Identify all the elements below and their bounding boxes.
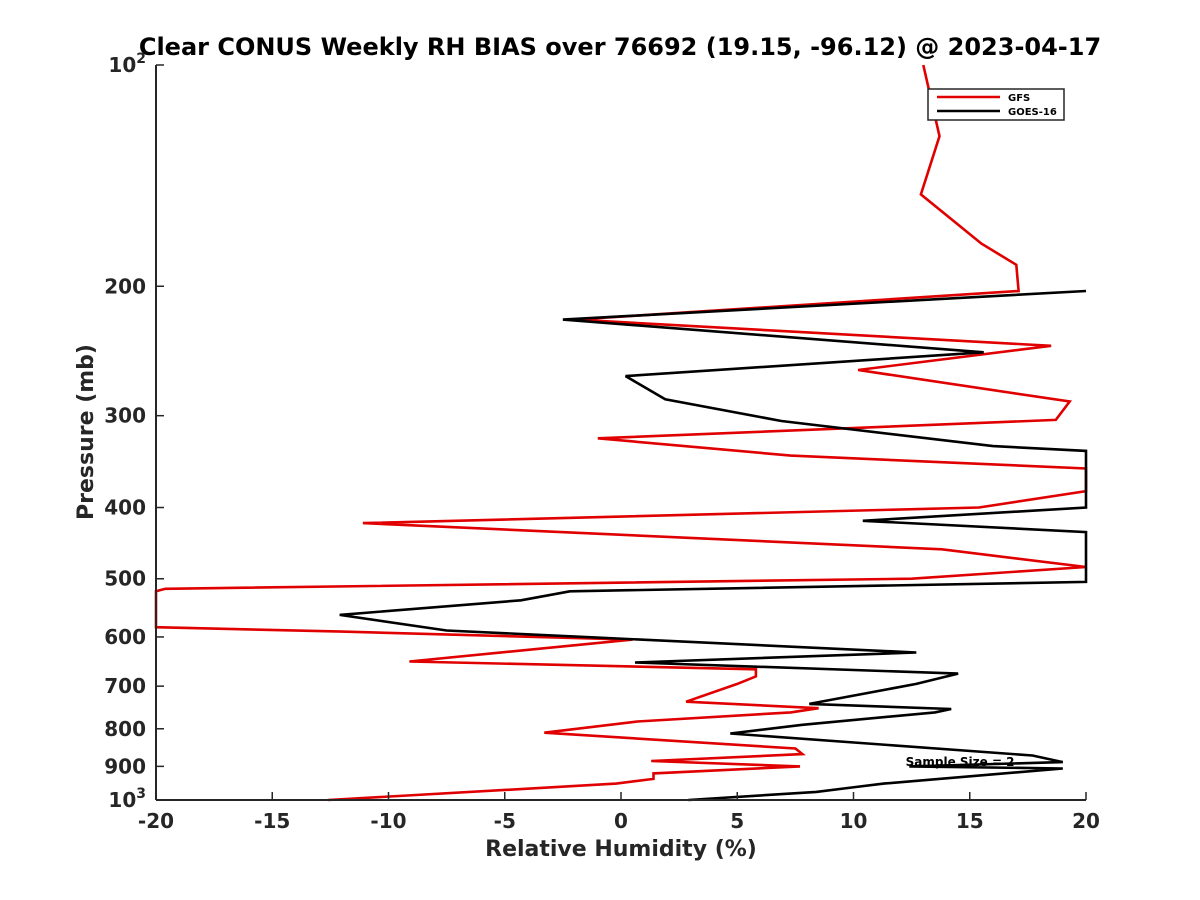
y-tick-label: 500 (104, 567, 146, 591)
sample-size-annotation: Sample Size = 2 (906, 755, 1015, 769)
legend-label: GFS (1008, 93, 1030, 104)
y-tick-label: 700 (104, 674, 146, 698)
x-tick-label: 20 (1072, 809, 1100, 833)
y-tick-label: 300 (104, 404, 146, 428)
y-axis-title: Pressure (mb) (74, 344, 99, 520)
x-tick-label: 10 (840, 809, 868, 833)
y-tick-label: 900 (104, 754, 146, 778)
x-tick-label: 15 (956, 809, 984, 833)
x-tick-label: 0 (614, 809, 628, 833)
chart-title: Clear CONUS Weekly RH BIAS over 76692 (1… (139, 33, 1101, 61)
y-tick-label-decade: 102 (108, 51, 146, 77)
y-ticks: 200 300 400 500 600 700 800 900 102 103 (104, 51, 164, 812)
x-axis-title: Relative Humidity (%) (485, 837, 757, 862)
series-line-goes-16 (339, 289, 1088, 802)
x-tick-label: 5 (730, 809, 744, 833)
x-tick-label: -15 (254, 809, 290, 833)
x-ticks: -20 -15 -10 -5 0 5 10 15 20 (138, 792, 1100, 833)
series-layer (154, 64, 1088, 802)
x-tick-label: -10 (370, 809, 406, 833)
x-tick-label: -20 (138, 809, 174, 833)
legend-box (927, 88, 1065, 121)
y-tick-label: 400 (104, 496, 146, 520)
legend-label: GOES-16 (1008, 107, 1057, 118)
legend: GFS GOES-16 (927, 88, 1065, 121)
y-tick-label: 200 (104, 274, 146, 298)
y-tick-label: 600 (104, 625, 146, 649)
y-tick-label-decade: 103 (108, 786, 146, 812)
x-tick-label: -5 (494, 809, 516, 833)
y-tick-label: 800 (104, 717, 146, 741)
series-line-gfs (154, 64, 1088, 802)
annotations: Sample Size = 2 (906, 755, 1015, 769)
axes (155, 65, 1086, 801)
